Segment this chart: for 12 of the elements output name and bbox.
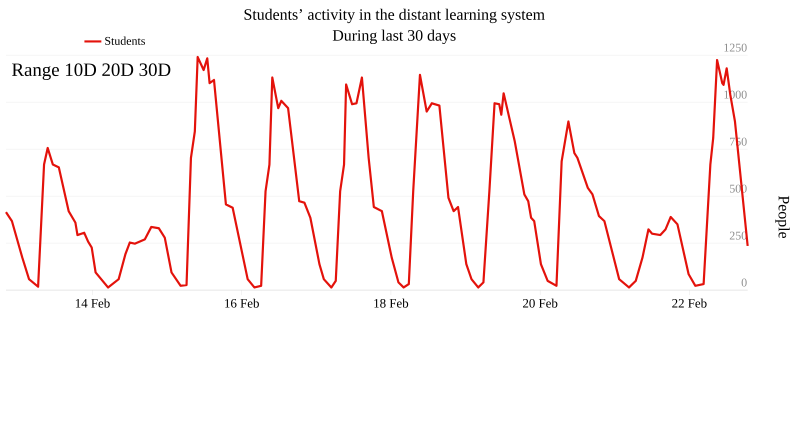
annotation: Range 10D 20D 30D [12,63,170,80]
y-tick-label: 1250 [724,44,747,52]
x-tick-label: 22 Feb [672,298,707,308]
x-tick-label: 16 Feb [225,298,259,308]
legend-label: Students [105,36,145,45]
x-tick-label: 18 Feb [374,298,408,308]
y-axis-title: People [775,196,790,238]
chart-title: Students’ activity in the distant learning system [244,8,545,24]
y-tick-label: 0 [742,278,747,287]
x-tick-label: 20 Feb [522,298,558,308]
x-tick-label: 14 Feb [76,298,110,308]
chart-subtitle: During last 30 days [332,30,456,44]
